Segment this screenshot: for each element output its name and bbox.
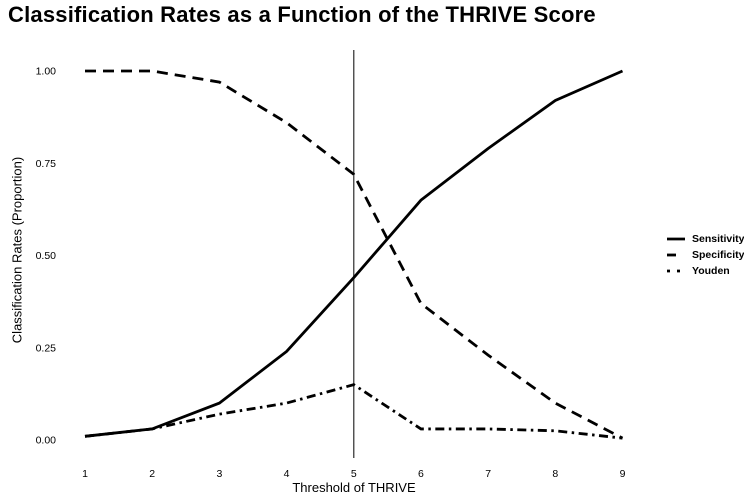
chart-title: Classification Rates as a Function of th… [8, 2, 596, 27]
x-tick-label: 2 [149, 468, 155, 480]
legend-label: Sensitivity [692, 233, 744, 245]
legend-item: Sensitivity [666, 233, 744, 245]
series-line-sensitivity [84, 69, 624, 438]
y-tick-label: 0.75 [36, 158, 57, 170]
dashed-line-key-icon [667, 253, 685, 257]
x-tick-label: 7 [485, 468, 491, 480]
x-tick-label: 5 [351, 468, 357, 480]
x-tick-label: 6 [418, 468, 424, 480]
legend: Sensitivity Specificity Youden [666, 233, 744, 277]
x-tick-label: 4 [284, 468, 290, 480]
legend-item: Youden [666, 265, 744, 277]
y-tick-label: 0.50 [36, 250, 57, 262]
x-tick-label: 3 [216, 468, 222, 480]
x-tick-label: 8 [552, 468, 558, 480]
legend-label: Youden [692, 265, 730, 277]
legend-item: Specificity [666, 249, 744, 261]
solid-line-key-icon [667, 237, 685, 241]
y-tick-label: 0.00 [36, 435, 57, 447]
series-line-specificity [85, 69, 624, 440]
x-axis-title: Threshold of THRIVE [292, 480, 416, 495]
y-tick-label: 1.00 [36, 66, 57, 78]
x-tick-label: 9 [620, 468, 626, 480]
x-tick-label: 1 [82, 468, 88, 480]
dashdot-line-key-icon [667, 269, 685, 273]
series-line-youden [84, 383, 623, 440]
legend-label: Specificity [692, 249, 744, 261]
y-tick-label: 0.25 [36, 342, 57, 354]
